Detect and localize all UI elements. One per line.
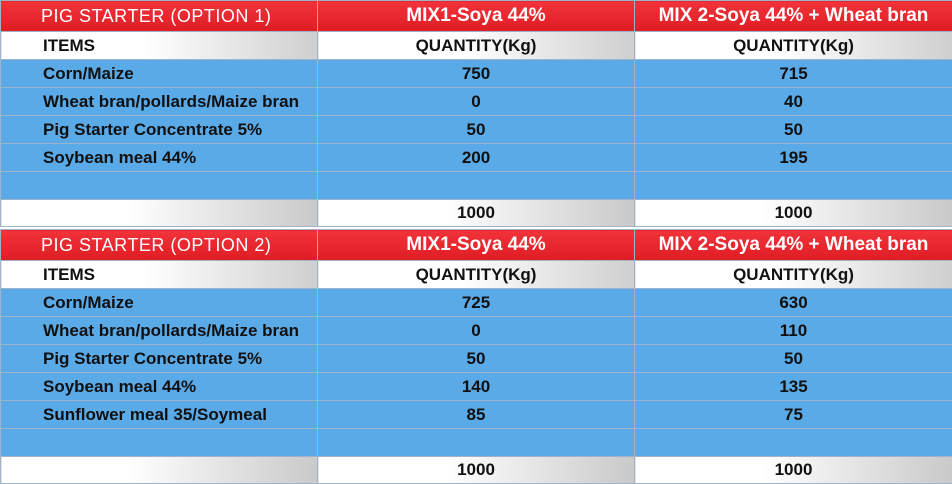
table-row: Soybean meal 44% 200 195 [1, 144, 952, 172]
mix2-total: 1000 [635, 457, 952, 484]
ingredient-name: Wheat bran/pollards/Maize bran [1, 317, 318, 345]
mix2-quantity: 135 [635, 373, 952, 401]
ingredient-name: Pig Starter Concentrate 5% [1, 116, 318, 144]
table-row: Corn/Maize 725 630 [1, 289, 952, 317]
items-header: ITEMS [1, 261, 318, 289]
mix2-quantity: 630 [635, 289, 952, 317]
mix1-quantity: 140 [318, 373, 635, 401]
mix1-quantity: 85 [318, 401, 635, 429]
items-header: ITEMS [1, 32, 318, 60]
mix1-total: 1000 [318, 457, 635, 484]
mix2-quantity-header: QUANTITY(Kg) [635, 261, 952, 289]
table-row: Corn/Maize 750 715 [1, 60, 952, 88]
table-row: Soybean meal 44% 140 135 [1, 373, 952, 401]
ingredient-name: Corn/Maize [1, 289, 318, 317]
total-label-cell [1, 200, 318, 227]
mix1-quantity: 750 [318, 60, 635, 88]
empty-cell [1, 429, 318, 457]
mix2-quantity: 715 [635, 60, 952, 88]
empty-cell [635, 172, 952, 200]
ingredient-name: Wheat bran/pollards/Maize bran [1, 88, 318, 116]
mix2-quantity: 40 [635, 88, 952, 116]
ingredient-name: Corn/Maize [1, 60, 318, 88]
table-row: Wheat bran/pollards/Maize bran 0 110 [1, 317, 952, 345]
mix1-title: MIX1-Soya 44% [318, 1, 635, 32]
mix2-quantity: 75 [635, 401, 952, 429]
table-row: Pig Starter Concentrate 5% 50 50 [1, 345, 952, 373]
mix1-quantity: 50 [318, 116, 635, 144]
empty-row [1, 172, 952, 200]
table-row: Wheat bran/pollards/Maize bran 0 40 [1, 88, 952, 116]
empty-cell [1, 172, 318, 200]
mix1-quantity-header: QUANTITY(Kg) [318, 261, 635, 289]
table-row: Sunflower meal 35/Soymeal 85 75 [1, 401, 952, 429]
option-title: PIG STARTER (OPTION 1) [1, 1, 318, 32]
table-row: Pig Starter Concentrate 5% 50 50 [1, 116, 952, 144]
mix1-quantity: 200 [318, 144, 635, 172]
mix2-title: MIX 2-Soya 44% + Wheat bran [635, 1, 952, 32]
pig-starter-option-2-table: PIG STARTER (OPTION 2) MIX1-Soya 44% MIX… [0, 229, 952, 484]
option-title: PIG STARTER (OPTION 2) [1, 230, 318, 261]
empty-cell [318, 429, 635, 457]
mix2-quantity: 50 [635, 345, 952, 373]
empty-row [1, 429, 952, 457]
mix1-quantity: 0 [318, 88, 635, 116]
total-row: 1000 1000 [1, 200, 952, 227]
column-header-row: ITEMS QUANTITY(Kg) QUANTITY(Kg) [1, 261, 952, 289]
mix1-title: MIX1-Soya 44% [318, 230, 635, 261]
mix2-title: MIX 2-Soya 44% + Wheat bran [635, 230, 952, 261]
empty-cell [635, 429, 952, 457]
pig-starter-option-1-table: PIG STARTER (OPTION 1) MIX1-Soya 44% MIX… [0, 0, 952, 227]
empty-cell [318, 172, 635, 200]
column-header-row: ITEMS QUANTITY(Kg) QUANTITY(Kg) [1, 32, 952, 60]
mix2-quantity: 195 [635, 144, 952, 172]
mix1-quantity: 50 [318, 345, 635, 373]
mix2-quantity: 110 [635, 317, 952, 345]
mix1-quantity: 725 [318, 289, 635, 317]
table-title-row: PIG STARTER (OPTION 1) MIX1-Soya 44% MIX… [1, 1, 952, 32]
table-title-row: PIG STARTER (OPTION 2) MIX1-Soya 44% MIX… [1, 230, 952, 261]
mix2-quantity-header: QUANTITY(Kg) [635, 32, 952, 60]
ingredient-name: Soybean meal 44% [1, 373, 318, 401]
total-label-cell [1, 457, 318, 484]
mix2-total: 1000 [635, 200, 952, 227]
mix1-quantity: 0 [318, 317, 635, 345]
mix1-quantity-header: QUANTITY(Kg) [318, 32, 635, 60]
ingredient-name: Sunflower meal 35/Soymeal [1, 401, 318, 429]
mix1-total: 1000 [318, 200, 635, 227]
total-row: 1000 1000 [1, 457, 952, 484]
ingredient-name: Pig Starter Concentrate 5% [1, 345, 318, 373]
ingredient-name: Soybean meal 44% [1, 144, 318, 172]
mix2-quantity: 50 [635, 116, 952, 144]
